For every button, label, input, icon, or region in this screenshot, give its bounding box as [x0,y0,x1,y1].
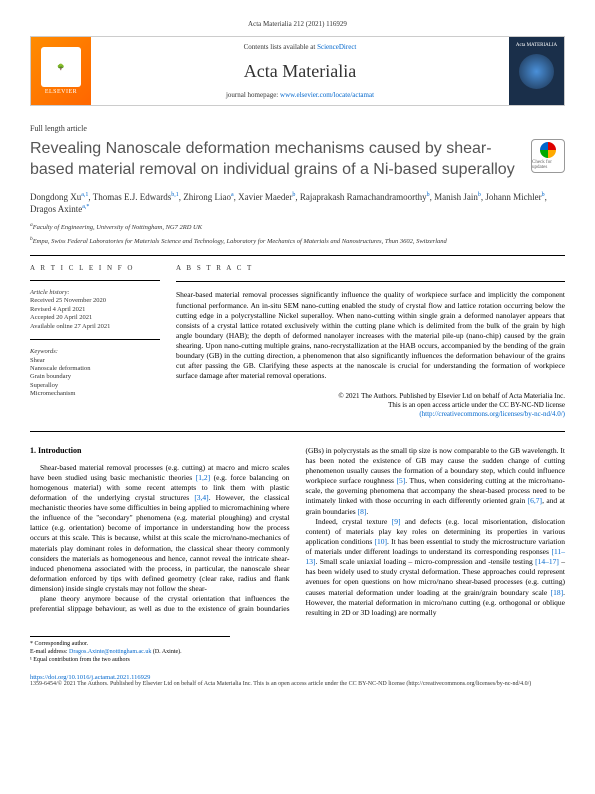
contents-line: Contents lists available at ScienceDirec… [101,43,499,51]
keyword: Nanoscale deformation [30,365,160,373]
info-divider [30,280,160,281]
keyword: Micromechanism [30,390,160,398]
info-divider-2 [30,339,160,340]
divider [30,255,565,256]
homepage-line: journal homepage: www.elsevier.com/locat… [101,91,499,99]
history-revised: Revised 4 April 2021 [30,306,160,314]
cover-image [519,54,554,89]
history-online: Available online 27 April 2021 [30,323,160,331]
article-info: A R T I C L E I N F O Article history: R… [30,264,160,419]
affiliation-a: aFaculty of Engineering, University of N… [30,222,565,233]
license-link[interactable]: (http://creativecommons.org/licenses/by-… [419,410,565,418]
info-abstract-row: A R T I C L E I N F O Article history: R… [30,264,565,419]
sciencedirect-link[interactable]: ScienceDirect [317,43,356,51]
publisher-name: ELSEVIER [45,89,77,95]
keyword: Shear [30,357,160,365]
history-accepted: Accepted 20 April 2021 [30,314,160,322]
journal-cover: Acta MATERIALIA [509,37,564,105]
body-divider [30,431,565,432]
publisher-logo: 🌳 ELSEVIER [31,37,91,105]
homepage-prefix: journal homepage: [226,91,280,99]
article-history: Article history: Received 25 November 20… [30,289,160,331]
footer-notes: * Corresponding author. E-mail address: … [30,636,230,664]
journal-header-box: 🌳 ELSEVIER Contents lists available at S… [30,36,565,106]
equal-contribution: ¹ Equal contribution from the two author… [30,657,230,665]
abstract-column: A B S T R A C T Shear-based material rem… [176,264,565,419]
copyright-block: © 2021 The Authors. Published by Elsevie… [176,392,565,419]
page: Acta Materialia 212 (2021) 116929 🌳 ELSE… [0,0,595,709]
cover-title: Acta MATERIALIA [516,43,557,48]
copyright-line2: This is an open access article under the… [176,401,565,410]
email-line: E-mail address: Dragos.Axinte@nottingham… [30,649,230,657]
bottom-copyright: 1359-6454/© 2021 The Authors. Published … [30,681,565,688]
article-type: Full length article [30,124,565,133]
corresponding-author: * Corresponding author. [30,641,230,649]
journal-name: Acta Materialia [101,61,499,82]
authors-list: Dongdong Xua,1, Thomas E.J. Edwardsb,1, … [30,191,565,216]
elsevier-tree-icon: 🌳 [41,47,81,87]
email-link[interactable]: Dragos.Axinte@nottingham.ac.uk [69,649,151,655]
body-paragraph: Shear-based material removal processes (… [30,463,290,595]
abstract-heading: A B S T R A C T [176,264,565,273]
journal-center: Contents lists available at ScienceDirec… [91,37,509,105]
email-suffix: (D. Axinte). [151,649,181,655]
keyword: Grain boundary [30,373,160,381]
body-paragraph: Indeed, crystal texture [9] and defects … [306,517,566,618]
header-citation: Acta Materialia 212 (2021) 116929 [30,20,565,28]
check-updates-label: Check for updates [532,160,564,170]
homepage-link[interactable]: www.elsevier.com/locate/actamat [280,91,374,99]
crossmark-icon [540,142,556,158]
email-label: E-mail address: [30,649,69,655]
abstract-text: Shear-based material removal processes s… [176,290,565,381]
copyright-line1: © 2021 The Authors. Published by Elsevie… [176,392,565,401]
affiliation-b: bEmpa, Swiss Federal Laboratories for Ma… [30,236,565,247]
keywords-label: Keywords: [30,348,160,356]
abstract-divider [176,281,565,282]
history-label: Article history: [30,289,160,297]
info-heading: A R T I C L E I N F O [30,264,160,272]
article-title: Revealing Nanoscale deformation mechanis… [30,139,565,181]
keyword: Superalloy [30,382,160,390]
keywords-block: Keywords: Shear Nanoscale deformation Gr… [30,348,160,399]
section-heading: 1. Introduction [30,446,290,457]
body-columns: 1. Introduction Shear-based material rem… [30,446,565,618]
contents-prefix: Contents lists available at [244,43,318,51]
history-received: Received 25 November 2020 [30,297,160,305]
check-updates-badge[interactable]: Check for updates [531,139,565,173]
